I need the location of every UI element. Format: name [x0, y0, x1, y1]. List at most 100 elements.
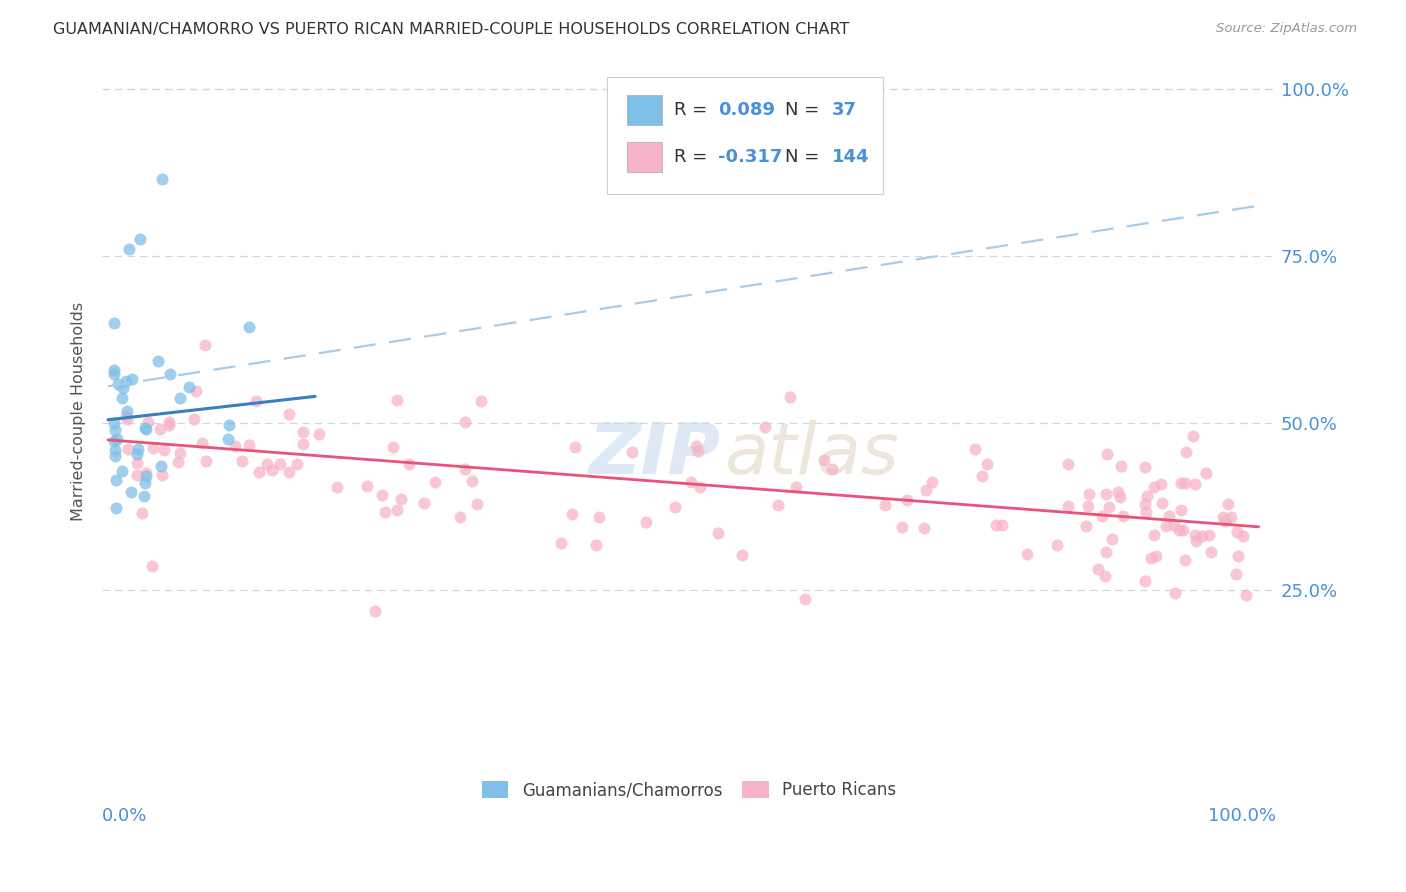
- Point: [454, 462, 477, 476]
- Point: [1077, 487, 1099, 501]
- Point: [292, 425, 315, 440]
- Point: [150, 172, 173, 186]
- Point: [103, 363, 125, 377]
- Point: [177, 379, 200, 393]
- Point: [1144, 549, 1167, 563]
- Point: [169, 391, 191, 405]
- Point: [370, 488, 392, 502]
- Text: 0.089: 0.089: [718, 101, 776, 119]
- Point: [766, 498, 789, 512]
- Point: [991, 518, 1014, 533]
- Point: [1057, 457, 1080, 471]
- Point: [970, 469, 993, 483]
- Point: [103, 416, 125, 430]
- Point: [104, 449, 127, 463]
- Point: [104, 442, 127, 457]
- Point: [256, 457, 278, 471]
- Point: [891, 520, 914, 534]
- Point: [984, 518, 1007, 533]
- FancyBboxPatch shape: [607, 77, 883, 194]
- Point: [1182, 428, 1205, 442]
- Point: [190, 436, 212, 450]
- Point: [689, 480, 711, 494]
- Point: [111, 464, 134, 478]
- Point: [153, 442, 176, 457]
- Point: [1198, 528, 1220, 542]
- Point: [413, 496, 436, 510]
- Point: [1135, 505, 1157, 519]
- Point: [127, 442, 149, 456]
- Point: [1133, 497, 1156, 511]
- Point: [127, 456, 149, 470]
- Point: [115, 412, 138, 426]
- Point: [103, 368, 125, 382]
- Point: [1087, 562, 1109, 576]
- Text: N =: N =: [786, 148, 825, 166]
- Point: [217, 432, 239, 446]
- Text: GUAMANIAN/CHAMORRO VS PUERTO RICAN MARRIED-COUPLE HOUSEHOLDS CORRELATION CHART: GUAMANIAN/CHAMORRO VS PUERTO RICAN MARRI…: [53, 22, 849, 37]
- Point: [914, 483, 936, 497]
- Text: atlas: atlas: [724, 419, 898, 489]
- Text: R =: R =: [673, 101, 713, 119]
- Point: [1175, 444, 1198, 458]
- Point: [184, 384, 207, 399]
- Point: [105, 501, 128, 516]
- Point: [125, 447, 148, 461]
- Point: [238, 438, 260, 452]
- Point: [129, 232, 152, 246]
- FancyBboxPatch shape: [627, 95, 662, 125]
- Point: [634, 515, 657, 529]
- Text: 100.0%: 100.0%: [1208, 807, 1277, 825]
- Point: [1090, 509, 1112, 524]
- Point: [1159, 508, 1181, 523]
- Point: [114, 409, 136, 423]
- Point: [1171, 523, 1194, 537]
- Point: [1185, 533, 1208, 548]
- Point: [1164, 585, 1187, 599]
- Point: [166, 455, 188, 469]
- Point: [449, 510, 471, 524]
- Point: [118, 242, 141, 256]
- Legend: Guamanians/Chamorros, Puerto Ricans: Guamanians/Chamorros, Puerto Ricans: [475, 774, 903, 805]
- Point: [1216, 497, 1239, 511]
- Point: [381, 440, 404, 454]
- Point: [1136, 489, 1159, 503]
- Point: [132, 489, 155, 503]
- Text: 144: 144: [832, 148, 870, 166]
- Point: [1107, 485, 1129, 500]
- Point: [157, 418, 180, 433]
- Point: [1174, 475, 1197, 490]
- Point: [1046, 538, 1069, 552]
- Point: [1112, 509, 1135, 524]
- Point: [111, 391, 134, 405]
- Point: [157, 415, 180, 429]
- Point: [169, 446, 191, 460]
- Point: [105, 432, 128, 446]
- Point: [875, 498, 897, 512]
- Point: [921, 475, 943, 489]
- Point: [231, 454, 253, 468]
- Point: [134, 421, 156, 435]
- Point: [218, 418, 240, 433]
- Point: [364, 604, 387, 618]
- Point: [245, 393, 267, 408]
- Point: [146, 354, 169, 368]
- Point: [1212, 509, 1234, 524]
- Point: [238, 320, 260, 334]
- Point: [664, 500, 686, 514]
- Point: [1156, 519, 1178, 533]
- Point: [1056, 499, 1078, 513]
- Y-axis label: Married-couple Households: Married-couple Households: [72, 301, 86, 521]
- Point: [1170, 503, 1192, 517]
- Point: [1191, 529, 1213, 543]
- Point: [389, 491, 412, 506]
- Point: [150, 458, 173, 473]
- Text: N =: N =: [786, 101, 825, 119]
- Point: [1133, 460, 1156, 475]
- Point: [1139, 550, 1161, 565]
- Point: [1167, 523, 1189, 537]
- Point: [588, 510, 610, 524]
- Point: [269, 457, 291, 471]
- Text: R =: R =: [673, 148, 713, 166]
- Point: [1077, 499, 1099, 513]
